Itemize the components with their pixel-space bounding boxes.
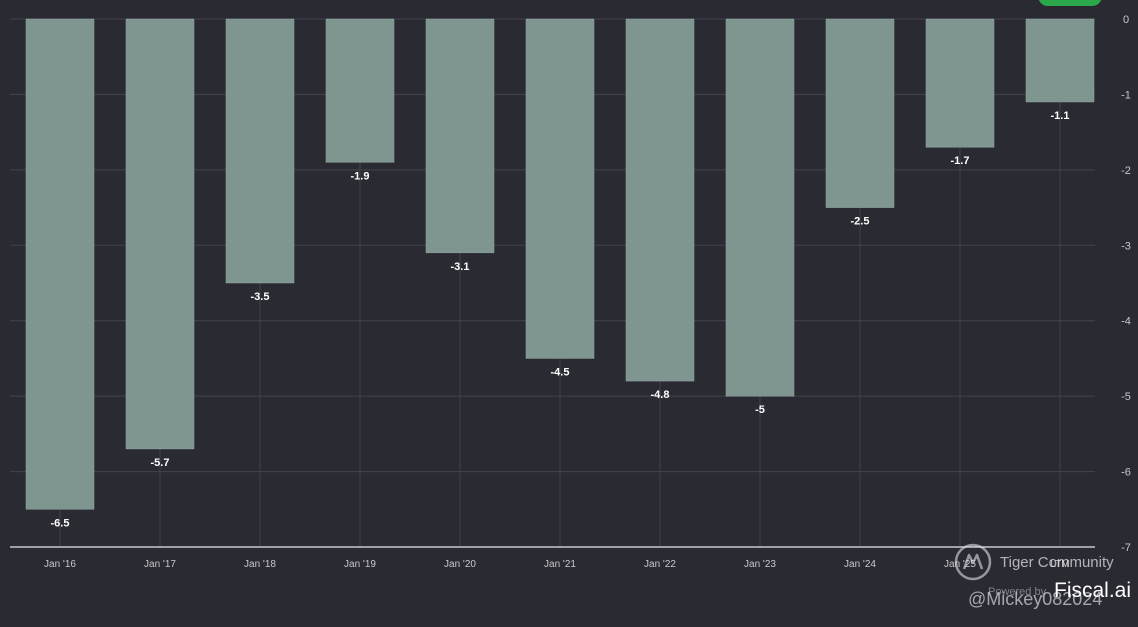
bar bbox=[725, 18, 795, 397]
y-tick-label: -3 bbox=[1121, 240, 1131, 252]
bar bbox=[425, 18, 495, 254]
bar-value-label: -1.7 bbox=[951, 155, 970, 167]
top-action-pill[interactable] bbox=[1038, 0, 1102, 6]
y-tick-label: 0 bbox=[1123, 14, 1129, 26]
bar-value-label: -1.9 bbox=[351, 170, 370, 182]
bar-value-label: -6.5 bbox=[51, 517, 70, 529]
watermark-user: @Mickey082024 bbox=[968, 589, 1103, 609]
x-tick-label: Jan '19 bbox=[344, 559, 376, 570]
y-tick-label: -2 bbox=[1121, 165, 1131, 177]
bar bbox=[225, 18, 295, 284]
y-tick-label: -4 bbox=[1121, 316, 1131, 328]
x-tick-label: Jan '16 bbox=[44, 559, 76, 570]
bar-value-label: -5.7 bbox=[151, 457, 170, 469]
bar bbox=[25, 18, 95, 510]
bar-value-label: -1.1 bbox=[1051, 110, 1070, 122]
bar bbox=[925, 18, 995, 148]
bar-value-label: -2.5 bbox=[851, 216, 870, 228]
x-tick-label: Jan '17 bbox=[144, 559, 176, 570]
watermark-fiscal: Fiscal.ai bbox=[1054, 579, 1132, 602]
x-tick-label: Jan '22 bbox=[644, 559, 676, 570]
bar bbox=[125, 18, 195, 450]
bar-value-label: -4.5 bbox=[551, 366, 570, 378]
x-tick-label: LTM bbox=[1050, 559, 1069, 570]
bar-value-label: -4.8 bbox=[651, 389, 670, 401]
y-tick-label: -5 bbox=[1121, 391, 1131, 403]
x-tick-label: Jan '23 bbox=[744, 559, 776, 570]
bar bbox=[1025, 18, 1095, 103]
bar bbox=[325, 18, 395, 163]
x-tick-label: Jan '21 bbox=[544, 559, 576, 570]
y-tick-label: -7 bbox=[1121, 542, 1131, 554]
tiger-logo-icon bbox=[954, 543, 992, 581]
bar bbox=[625, 18, 695, 382]
x-tick-label: Jan '25 bbox=[944, 559, 976, 570]
x-tick-label: Jan '18 bbox=[244, 559, 276, 570]
bar-value-label: -3.5 bbox=[251, 291, 270, 303]
x-tick-label: Jan '20 bbox=[444, 559, 476, 570]
bar-value-label: -3.1 bbox=[451, 261, 470, 273]
bar-value-label: -5 bbox=[755, 404, 765, 416]
bar bbox=[825, 18, 895, 208]
watermark-brand: Tiger Community bbox=[1000, 554, 1114, 571]
x-tick-label: Jan '24 bbox=[844, 559, 876, 570]
watermark: Tiger Community @Mickey082024 Powered by… bbox=[954, 543, 1134, 623]
y-tick-label: -1 bbox=[1121, 89, 1131, 101]
y-tick-label: -6 bbox=[1121, 467, 1131, 479]
watermark-powered-by: Powered by bbox=[988, 586, 1047, 598]
bar bbox=[525, 18, 595, 359]
